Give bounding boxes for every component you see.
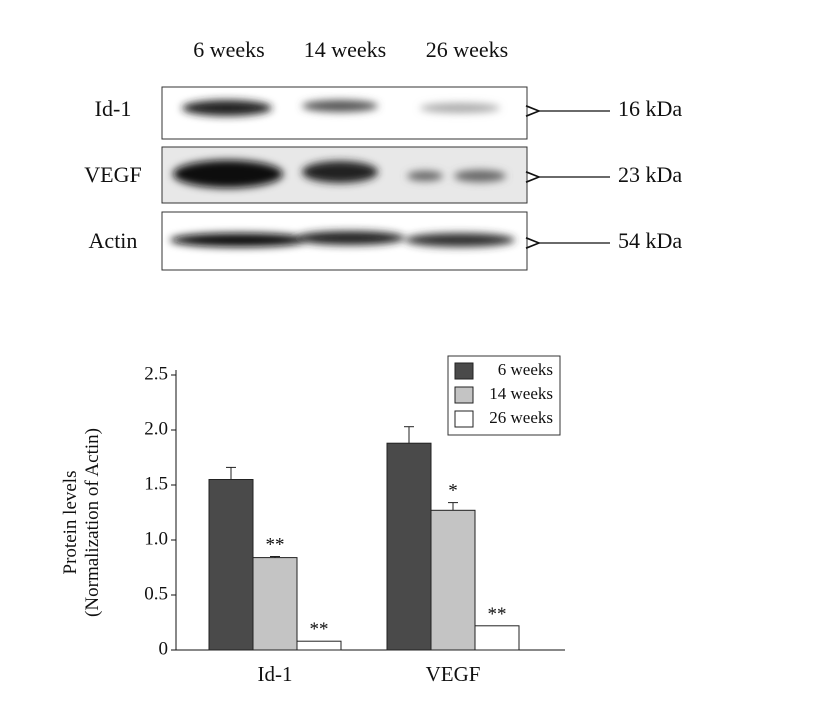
legend-swatch	[454, 386, 474, 404]
bar	[252, 557, 298, 651]
legend-label: 26 weeks	[489, 408, 553, 427]
y-tick-label: 1.5	[144, 473, 168, 494]
x-tick-label: Id-1	[258, 662, 293, 686]
bar	[386, 442, 432, 651]
y-tick-label: 2.5	[144, 363, 168, 384]
significance: **	[266, 535, 285, 556]
y-axis-label: Protein levels	[60, 471, 81, 575]
significance: *	[448, 481, 458, 502]
significance: **	[488, 604, 507, 625]
row-label: VEGF	[84, 162, 141, 187]
legend-label: 6 weeks	[498, 360, 553, 379]
size-label: 16 kDa	[618, 96, 682, 121]
lane-label: 14 weeks	[304, 37, 386, 62]
x-tick-label: VEGF	[426, 662, 481, 686]
y-tick-label: 1.0	[144, 528, 168, 549]
bar	[296, 640, 342, 651]
legend-label: 14 weeks	[489, 384, 553, 403]
row-label: Id-1	[95, 96, 132, 121]
blot	[161, 86, 528, 271]
y-tick-label: 0	[159, 638, 169, 659]
bar	[208, 479, 254, 651]
bar	[430, 509, 476, 651]
y-tick-label: 0.5	[144, 583, 168, 604]
row-label: Actin	[89, 228, 138, 253]
significance: **	[310, 619, 329, 640]
lane-label: 26 weeks	[426, 37, 508, 62]
lane-label: 6 weeks	[193, 37, 264, 62]
size-label: 54 kDa	[618, 228, 682, 253]
bar	[474, 625, 520, 651]
legend-swatch	[454, 362, 474, 380]
y-axis-label: (Normalization of Actin)	[82, 428, 103, 617]
y-tick-label: 2.0	[144, 418, 168, 439]
legend-swatch	[454, 410, 474, 428]
bands	[170, 100, 515, 247]
size-label: 23 kDa	[618, 162, 682, 187]
